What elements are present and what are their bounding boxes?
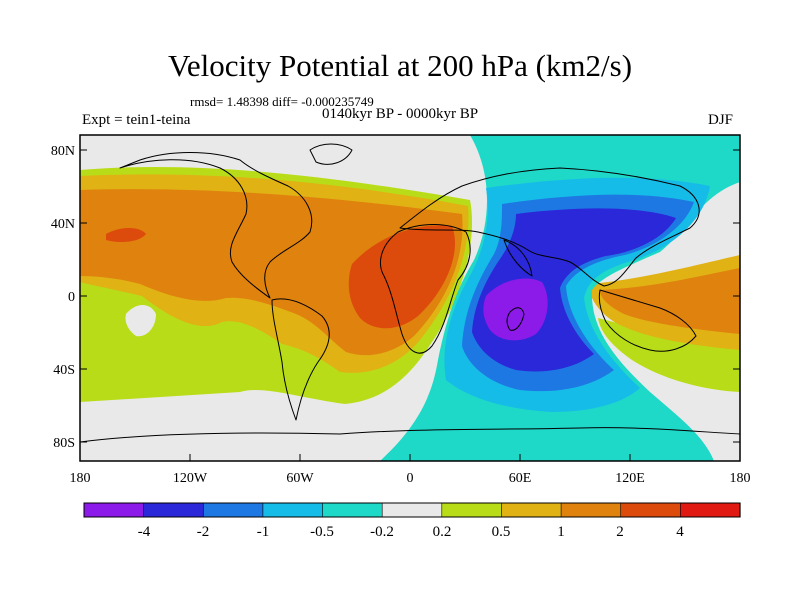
lon-label: 120E (615, 471, 645, 486)
colorbar-swatch (143, 502, 204, 518)
region-pos-1-2-east (600, 268, 740, 334)
region-pos-2-4-africa (348, 225, 455, 329)
lon-label: 180 (70, 471, 91, 486)
experiment-label: Expt = tein1-teina (82, 112, 191, 128)
colorbar-swatch (262, 502, 324, 518)
colorbar-label: 0.5 (492, 524, 511, 540)
lon-label: 120W (173, 471, 208, 486)
colorbar-label: 1 (557, 524, 565, 540)
colorbar-label: -0.2 (370, 524, 394, 540)
lon-label: 180 (730, 471, 751, 486)
stats-line: rmsd= 1.48398 diff= -0.000235749 (190, 94, 374, 109)
colorbar-swatch (83, 502, 145, 518)
colorbar-label: -2 (197, 524, 210, 540)
region-pos-02-05-lower-east (598, 318, 740, 392)
season-label: DJF (708, 112, 734, 128)
colorbar-swatch (441, 502, 503, 518)
lat-ticks (80, 149, 740, 443)
lat-label: 80S (53, 436, 75, 451)
colorbar-label: -0.5 (310, 524, 334, 540)
colorbar (83, 502, 741, 518)
colorbar-labels: -4 -2 -1 -0.5 -0.2 0.2 0.5 1 2 4 (138, 524, 685, 540)
lon-label: 60E (509, 471, 532, 486)
lat-labels: 80N 40N 0 40S 80S (51, 144, 75, 451)
colorbar-label: 4 (676, 524, 684, 540)
colorbar-label: -1 (257, 524, 270, 540)
lat-label: 40S (53, 363, 75, 378)
coastlines (80, 143, 740, 443)
lon-label: 0 (407, 471, 414, 486)
lat-label: 80N (51, 144, 75, 159)
lon-ticks (79, 454, 741, 461)
region-pos-2-4-pacific (106, 228, 146, 242)
colorbar-box[interactable] (83, 502, 741, 518)
colorbar-swatch (501, 502, 562, 518)
region-neutral-pacific (125, 305, 156, 337)
colorbar-label: 2 (616, 524, 624, 540)
contour-fill-layer (80, 135, 740, 461)
colorbar-swatch (680, 502, 741, 518)
colorbar-swatch (620, 502, 681, 518)
lon-label: 60W (286, 471, 314, 486)
colorbar-swatch (560, 502, 622, 518)
colorbar-swatch (202, 502, 264, 518)
map-title: Velocity Potential at 200 hPa (km2/s) (167, 48, 633, 83)
lat-label: 0 (68, 290, 75, 305)
period-label: 0140kyr BP - 0000kyr BP (322, 106, 479, 122)
colorbar-label: -4 (138, 524, 151, 540)
lat-label: 40N (51, 217, 75, 232)
colorbar-label: 0.2 (433, 524, 452, 540)
colorbar-swatch (381, 502, 443, 518)
region-neg-lt-4 (483, 278, 548, 341)
lon-labels: 180 120W 60W 0 60E 120E 180 (70, 471, 751, 486)
colorbar-swatch (322, 502, 383, 518)
